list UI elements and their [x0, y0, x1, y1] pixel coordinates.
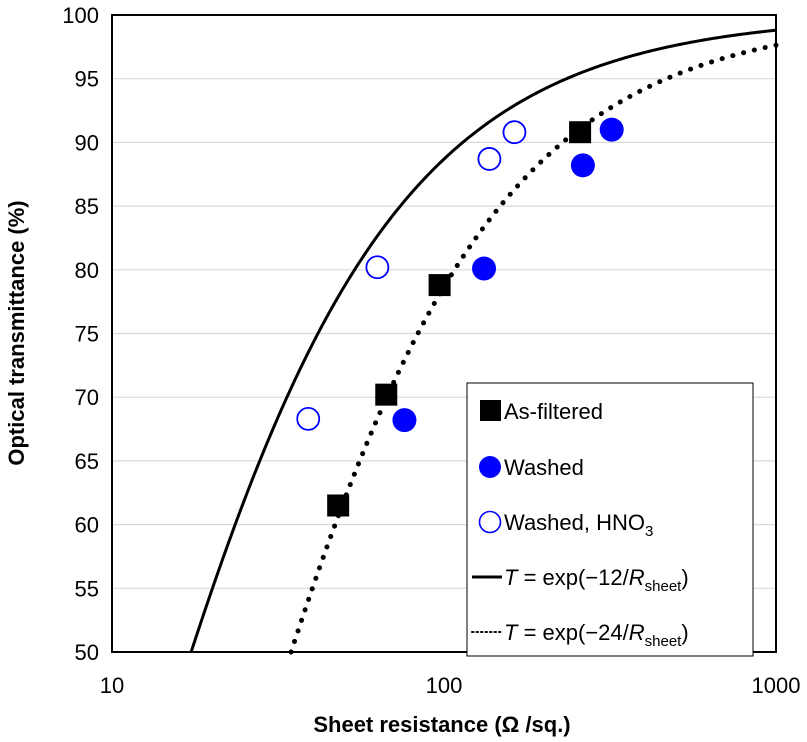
gridlines [112, 78, 776, 589]
point-washed-hno3 [296, 406, 321, 431]
legend-label-washed-hno3-sub: 3 [645, 523, 653, 540]
plot-frame [111, 14, 777, 653]
model-curves [189, 28, 779, 655]
point-washed [392, 408, 417, 433]
y-tick-label: 70 [75, 385, 99, 410]
legend-close-2: ) [681, 620, 688, 645]
legend-marker-washed [479, 456, 501, 478]
legend-box [466, 382, 754, 657]
point-as-filtered [569, 121, 592, 144]
legend-t-symbol-2: T [504, 620, 519, 645]
y-tick-label: 65 [75, 449, 99, 474]
y-tick-label: 100 [62, 3, 99, 28]
legend-r-symbol-2: R [629, 620, 645, 645]
point-washed [472, 256, 497, 281]
legend: As-filtered Washed Washed, HNO3 T = exp(… [466, 382, 754, 657]
legend-label-washed: Washed [504, 455, 584, 480]
point-washed-hno3 [502, 120, 527, 145]
point-washed [570, 153, 595, 178]
y-tick-label: 55 [75, 576, 99, 601]
point-washed-hno3 [365, 255, 390, 280]
legend-r-sub-2: sheet [645, 633, 683, 650]
legend-r-sub-1: sheet [645, 578, 683, 595]
point-as-filtered [327, 494, 350, 517]
x-tick-label: 1000 [752, 673, 801, 698]
y-tick-label: 85 [75, 194, 99, 219]
legend-eq-dotted: = exp(−24/ [517, 620, 629, 645]
y-tick-label: 75 [75, 322, 99, 347]
legend-label-dotted-curve: T = exp(−24/Rsheet) [504, 620, 689, 650]
y-tick-labels: 50 55 60 65 70 75 80 85 90 95 100 [62, 3, 99, 665]
x-tick-label: 100 [426, 673, 463, 698]
point-washed [599, 117, 624, 142]
point-washed-hno3 [477, 147, 502, 171]
y-tick-label: 95 [75, 67, 99, 92]
x-tick-labels: 10 100 1000 [100, 673, 801, 698]
legend-label-washed-hno3: Washed, HNO3 [504, 510, 653, 540]
y-tick-label: 60 [75, 513, 99, 538]
y-axis-title: Optical transmittance (%) [4, 200, 29, 465]
x-tick-label: 10 [100, 673, 124, 698]
y-tick-label: 90 [75, 130, 99, 155]
x-axis-title: Sheet resistance (Ω /sq.) [313, 712, 570, 737]
legend-close-1: ) [681, 565, 688, 590]
legend-r-symbol-1: R [629, 565, 645, 590]
legend-marker-as-filtered [480, 400, 501, 421]
y-tick-label: 50 [75, 640, 99, 665]
legend-label-solid-curve: T = exp(−12/Rsheet) [504, 565, 689, 595]
y-tick-label: 80 [75, 258, 99, 283]
legend-label-washed-hno3-main: Washed, HNO [504, 510, 645, 535]
legend-marker-washed-hno3 [478, 510, 502, 534]
data-points [296, 117, 624, 517]
model-curve-k24 [288, 42, 779, 655]
point-as-filtered [375, 383, 398, 406]
point-as-filtered [428, 274, 451, 297]
model-curve-k12 [189, 28, 777, 653]
legend-label-as-filtered: As-filtered [504, 399, 603, 424]
legend-t-symbol-1: T [504, 565, 519, 590]
legend-eq-solid: = exp(−12/ [517, 565, 629, 590]
